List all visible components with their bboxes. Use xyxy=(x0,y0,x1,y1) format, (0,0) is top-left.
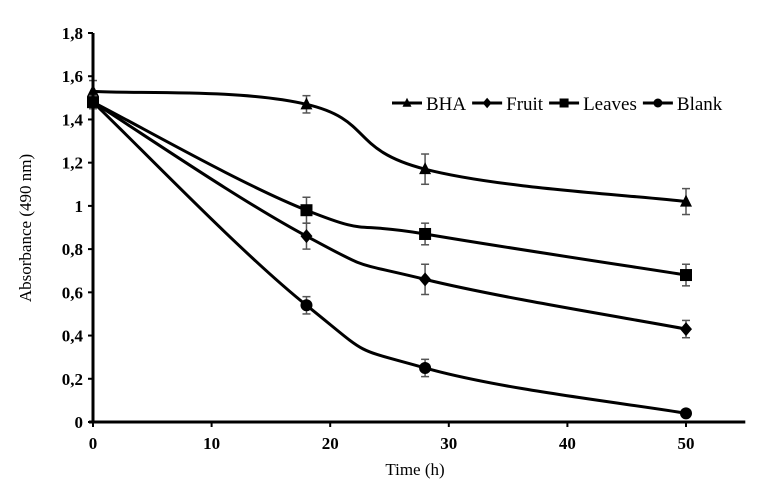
x-tick-label: 30 xyxy=(440,434,457,453)
y-tick-label: 1,6 xyxy=(62,67,83,86)
y-tick-label: 0,2 xyxy=(62,370,83,389)
axes: 0 0,2 0,4 0,6 0,8 1 1,2 1,4 1,6 1,8 0 10 20 30 40 50 xyxy=(62,24,746,453)
diamond-marker xyxy=(482,97,492,109)
y-axis-title: Absorbance (490 nm) xyxy=(16,154,35,302)
legend-item-blank: Blank xyxy=(642,94,723,115)
x-tick-label: 20 xyxy=(322,434,339,453)
x-tick-label: 50 xyxy=(678,434,695,453)
square-marker xyxy=(300,204,313,217)
circle-marker xyxy=(419,361,432,374)
x-tick-label: 10 xyxy=(203,434,220,453)
legend-item-fruit: Fruit xyxy=(472,94,544,115)
y-tick-label: 1,2 xyxy=(62,154,83,173)
series-fruit xyxy=(87,94,692,339)
legend: BHA Fruit Leaves Blank xyxy=(392,94,723,115)
y-tick-label: 1 xyxy=(75,197,84,216)
x-tick-label: 0 xyxy=(89,434,98,453)
square-marker xyxy=(680,269,692,282)
legend-label: BHA xyxy=(426,94,466,115)
circle-marker xyxy=(300,299,313,312)
legend-label: Fruit xyxy=(506,94,544,115)
triangle-marker xyxy=(419,162,432,175)
y-tick-label: 0,8 xyxy=(62,240,83,259)
triangle-marker xyxy=(680,194,692,207)
y-tick-label: 0,4 xyxy=(62,327,84,346)
y-tick-label: 0 xyxy=(75,413,84,432)
triangle-marker xyxy=(402,97,412,107)
series-leaves xyxy=(87,94,692,287)
circle-marker xyxy=(653,98,663,108)
legend-label: Blank xyxy=(677,94,723,115)
legend-label: Leaves xyxy=(583,94,637,115)
series-bha xyxy=(87,79,692,216)
y-tick-label: 1,8 xyxy=(62,24,83,43)
square-marker xyxy=(559,98,569,108)
diamond-marker xyxy=(419,272,432,287)
square-marker xyxy=(419,227,432,240)
legend-item-leaves: Leaves xyxy=(549,94,637,115)
series-blank xyxy=(87,94,692,420)
legend-item-bha: BHA xyxy=(392,94,466,115)
circle-marker xyxy=(680,407,692,420)
diamond-marker xyxy=(300,229,313,244)
diamond-marker xyxy=(680,322,692,337)
y-tick-label: 1,4 xyxy=(62,110,84,129)
x-tick-label: 40 xyxy=(559,434,576,453)
x-axis-title: Time (h) xyxy=(385,460,444,479)
y-tick-label: 0,6 xyxy=(62,283,83,302)
triangle-marker xyxy=(300,97,313,110)
plot-series xyxy=(87,79,692,420)
